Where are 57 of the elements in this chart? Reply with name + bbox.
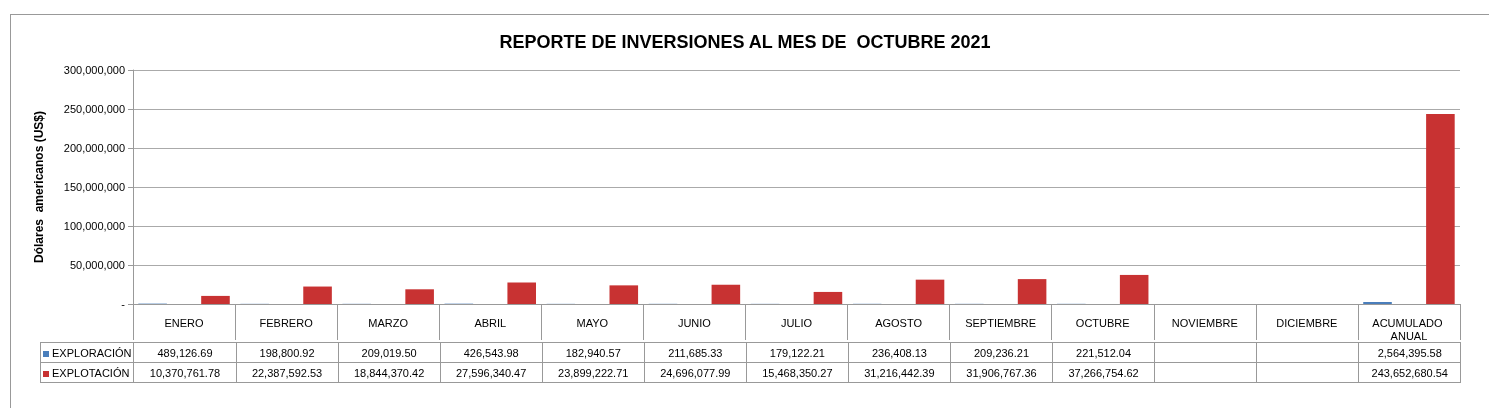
bar — [303, 286, 332, 304]
data-label: 22,387,592.53 — [236, 362, 339, 383]
data-label: 236,408.13 — [848, 342, 951, 363]
x-tick-label: JULIO — [780, 316, 813, 329]
bar — [1017, 279, 1047, 304]
y-tick-label: 200,000,000 — [63, 142, 125, 154]
x-tick-label: JUNIO — [677, 316, 712, 329]
data-label: 31,906,767.36 — [950, 362, 1053, 383]
data-label: 209,019.50 — [338, 342, 441, 363]
bar — [711, 284, 741, 304]
data-label: 18,844,370.42 — [338, 362, 441, 383]
legend-label: EXPLOTACIÓN — [40, 362, 134, 383]
x-tick-label: AGOSTO — [875, 316, 923, 329]
data-label: 15,468,350.27 — [746, 362, 849, 383]
y-tick-label: - — [121, 298, 126, 310]
data-label: 10,370,761.78 — [133, 362, 237, 383]
data-label: 243,652,680.54 — [1358, 362, 1461, 383]
bar — [915, 279, 945, 304]
data-label: 211,685.33 — [644, 342, 747, 363]
bar — [609, 285, 639, 304]
x-tick-label: MARZO — [368, 316, 409, 329]
bar — [1119, 274, 1149, 304]
x-tick-label: ACUMULADO ANUAL — [1372, 316, 1446, 342]
data-label: 209,236.21 — [950, 342, 1053, 363]
bar — [405, 289, 434, 304]
data-label: 179,122.21 — [746, 342, 849, 363]
bar — [507, 282, 536, 304]
y-tick-label: 50,000,000 — [69, 259, 125, 271]
x-tick-label: ABRIL — [474, 316, 507, 329]
x-tick-label: DICIEMBRE — [1276, 316, 1338, 329]
y-tick-label: 150,000,000 — [63, 181, 125, 193]
x-tick-label: SEPTIEMBRE — [965, 316, 1037, 329]
bar — [1426, 113, 1455, 304]
x-tick-label: OCTUBRE — [1075, 316, 1130, 329]
data-label: 198,800.92 — [236, 342, 339, 363]
data-label: 489,126.69 — [133, 342, 237, 363]
y-tick-label: 250,000,000 — [63, 103, 125, 115]
data-label: 37,266,754.62 — [1052, 362, 1155, 383]
y-tick-label: 100,000,000 — [63, 220, 125, 232]
y-axis-title: Dólares americanos (US$) — [32, 110, 46, 264]
data-label: 221,512.04 — [1052, 342, 1155, 363]
y-tick-label: 300,000,000 — [63, 64, 125, 76]
bar — [813, 291, 843, 304]
data-label: 27,596,340.47 — [440, 362, 543, 383]
data-label: 2,564,395.58 — [1358, 342, 1461, 363]
bar — [201, 295, 230, 304]
chart-title: REPORTE DE INVERSIONES AL MES DE OCTUBRE 2021 — [499, 32, 991, 52]
x-tick-label: NOVIEMBRE — [1171, 316, 1238, 329]
x-tick-label: ENERO — [164, 316, 205, 329]
legend-label: EXPLORACIÓN — [40, 342, 134, 363]
data-label: 182,940.57 — [542, 342, 645, 363]
data-label: 31,216,442.39 — [848, 362, 951, 383]
x-tick-label: MAYO — [576, 316, 609, 329]
data-label: 426,543.98 — [440, 342, 543, 363]
data-label: 23,899,222.71 — [542, 362, 645, 383]
x-tick-label: FEBRERO — [259, 316, 314, 329]
data-label: 24,696,077.99 — [644, 362, 747, 383]
